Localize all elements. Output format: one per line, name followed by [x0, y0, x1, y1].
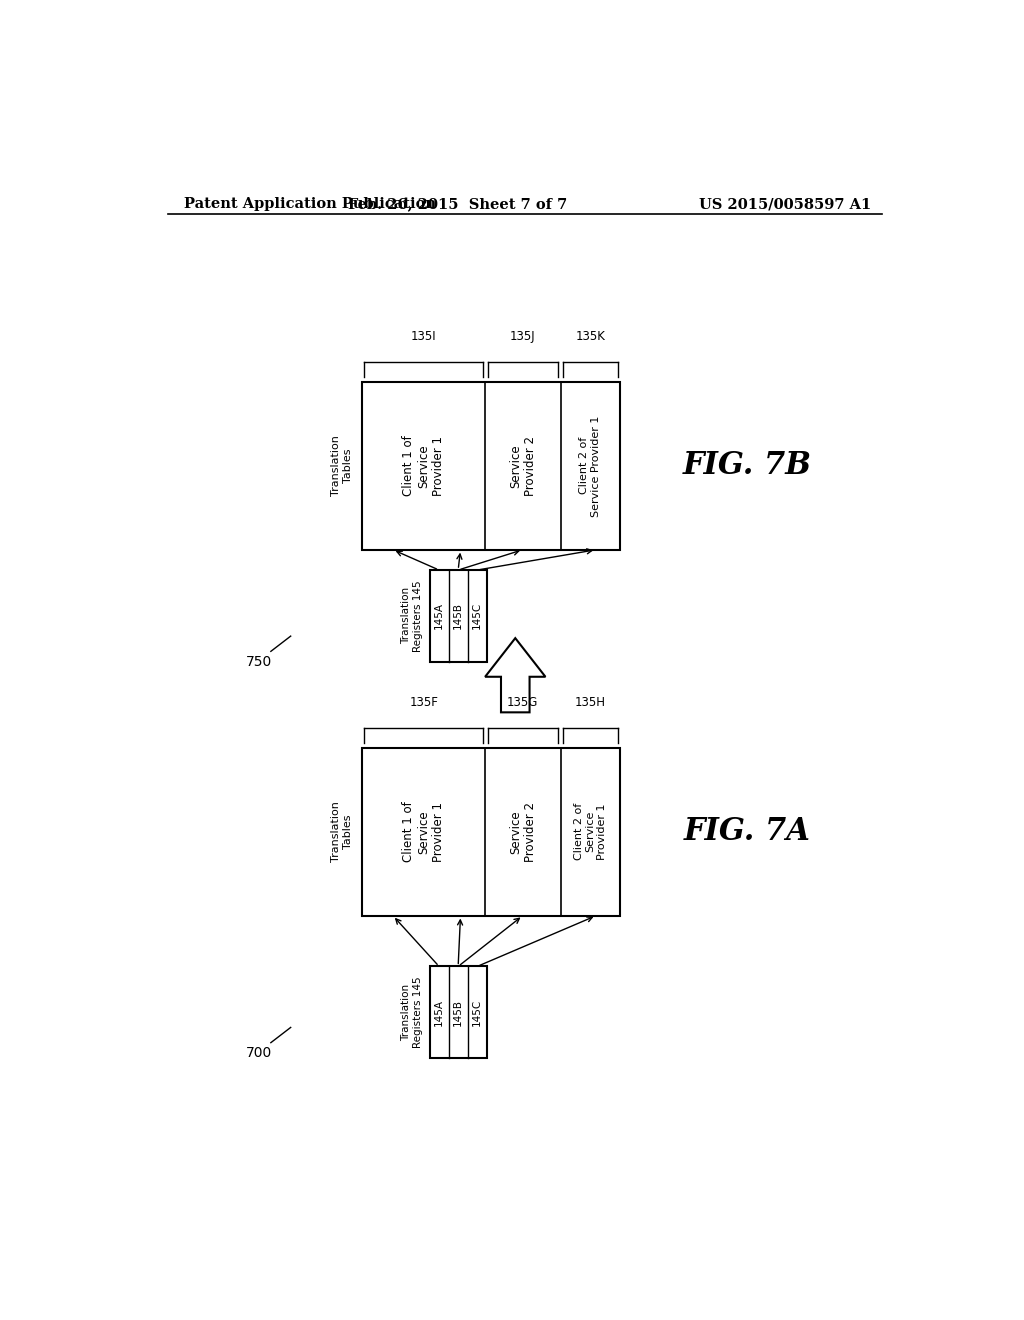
Text: Client 2 of
Service
Provider 1: Client 2 of Service Provider 1 [573, 803, 607, 861]
Text: 135K: 135K [575, 330, 605, 343]
Text: 700: 700 [246, 1045, 272, 1060]
Bar [362, 748, 620, 916]
Text: 145C: 145C [472, 998, 482, 1026]
Text: Client 1 of
Service
Provider 1: Client 1 of Service Provider 1 [402, 436, 445, 496]
Text: 135I: 135I [411, 330, 436, 343]
Text: 145B: 145B [454, 999, 463, 1026]
Text: 145B: 145B [454, 602, 463, 630]
Text: 135G: 135G [507, 696, 539, 709]
Text: 145A: 145A [434, 602, 444, 630]
Text: 750: 750 [246, 655, 272, 668]
Text: 135H: 135H [574, 696, 606, 709]
Bar [362, 381, 620, 549]
Text: Translation
Tables: Translation Tables [332, 801, 353, 862]
Text: Client 1 of
Service
Provider 1: Client 1 of Service Provider 1 [402, 801, 445, 862]
Text: Translation
Registers 145: Translation Registers 145 [401, 977, 423, 1048]
Text: 145C: 145C [472, 602, 482, 630]
Text: FIG. 7B: FIG. 7B [683, 450, 811, 482]
Text: Patent Application Publication: Patent Application Publication [183, 197, 435, 211]
Text: Service
Provider 2: Service Provider 2 [509, 436, 537, 496]
Text: 135F: 135F [410, 696, 438, 709]
Polygon shape [485, 638, 546, 713]
Bar [430, 966, 486, 1057]
Text: FIG. 7A: FIG. 7A [684, 816, 810, 847]
Text: Service
Provider 2: Service Provider 2 [509, 801, 537, 862]
Text: Client 2 of
Service Provider 1: Client 2 of Service Provider 1 [580, 416, 601, 516]
Text: Feb. 26, 2015  Sheet 7 of 7: Feb. 26, 2015 Sheet 7 of 7 [348, 197, 567, 211]
Bar [430, 570, 486, 661]
Text: 135J: 135J [510, 330, 536, 343]
Text: US 2015/0058597 A1: US 2015/0058597 A1 [699, 197, 871, 211]
Text: Translation
Tables: Translation Tables [332, 436, 353, 496]
Text: 145A: 145A [434, 999, 444, 1026]
Text: Translation
Registers 145: Translation Registers 145 [401, 579, 423, 652]
